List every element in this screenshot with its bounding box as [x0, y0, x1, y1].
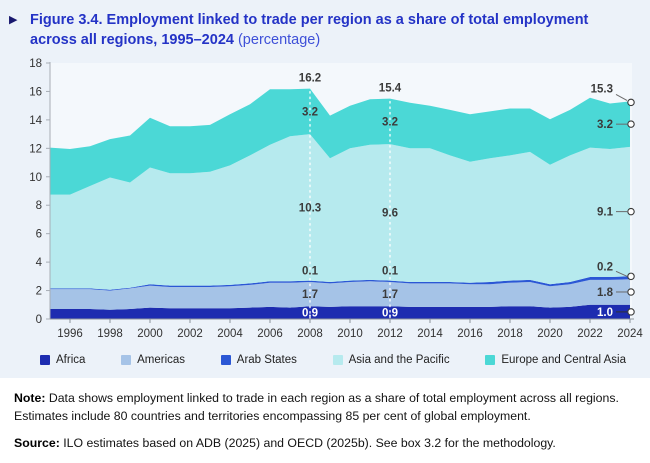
annotation-label: 3.2 — [302, 106, 318, 118]
x-tick-label: 2000 — [137, 328, 163, 340]
stacked-area-chart: 0 2 4 6 8 10 12 14 16 18 1996 1998 2000 2002 2004 2006 2… — [29, 58, 643, 340]
area-europe-and-central-asia — [50, 88, 630, 195]
legend-item-europe-and-central-asia: Europe and Central Asia — [485, 354, 626, 366]
y-tick-label: 16 — [29, 87, 42, 99]
annotation-label: 0.9 — [382, 308, 398, 320]
figure-marker-icon: ▶ — [9, 14, 18, 26]
annotation-label: 1.7 — [382, 289, 398, 301]
annotation-label: 9.1 — [597, 207, 614, 219]
y-tick-label: 8 — [36, 200, 42, 212]
x-tick-label: 2016 — [457, 328, 483, 340]
y-tick-label: 2 — [36, 286, 42, 298]
x-tick-label: 1998 — [97, 328, 123, 340]
annotation-label: 0.2 — [597, 261, 613, 273]
legend-item-arab-states: Arab States — [220, 354, 297, 367]
y-tick-label: 0 — [36, 314, 42, 326]
notes-section: Note: Data shows employment linked to tr… — [0, 378, 650, 453]
end-marker-circle — [627, 98, 635, 107]
legend-label: Asia and the Pacific — [348, 354, 450, 367]
legend-swatch — [332, 355, 343, 366]
x-tick-label: 2020 — [537, 328, 563, 340]
x-tick-label: 2006 — [257, 328, 283, 340]
annotation-label: 1.0 — [597, 307, 613, 319]
annotation-label: 15.3 — [591, 84, 613, 96]
legend-swatch — [121, 355, 132, 366]
annotation-label: 0.1 — [302, 266, 319, 278]
x-tick-label: 2014 — [417, 328, 443, 340]
source-label: Source: — [14, 435, 60, 450]
annotation-label: 10.3 — [299, 202, 321, 214]
x-tick-label: 2012 — [377, 328, 403, 340]
x-tick-label: 1996 — [57, 328, 83, 340]
figure-title: Figure 3.4. Employment linked to trade p… — [30, 11, 634, 50]
end-marker-circle — [627, 272, 635, 281]
end-marker-circle — [627, 120, 635, 129]
annotation-label: 3.2 — [382, 116, 398, 128]
x-tick-label: 2004 — [217, 328, 243, 340]
end-marker-circle — [627, 288, 635, 296]
figure-title-main: Figure 3.4. Employment linked to trade p… — [30, 12, 589, 48]
legend-swatch — [40, 355, 50, 366]
y-tick-label: 12 — [29, 143, 42, 155]
legend-item-africa: Africa — [40, 354, 85, 366]
area-americas — [50, 279, 630, 310]
annotation-label: 15.4 — [379, 83, 402, 95]
legend-item-asia-and-the-pacific: Asia and the Pacific — [332, 354, 450, 367]
y-tick-label: 18 — [29, 58, 42, 70]
y-tick-label: 14 — [29, 115, 42, 127]
legend-swatch — [485, 355, 496, 366]
legend-label: Europe and Central Asia — [501, 354, 626, 367]
end-marker-circle — [627, 207, 635, 216]
y-tick-label: 6 — [36, 229, 42, 241]
figure-header: ▶ Figure 3.4. Employment linked to trade… — [0, 0, 650, 52]
note-text: Note: Data shows employment linked to tr… — [14, 391, 619, 423]
y-tick-label: 10 — [29, 172, 42, 184]
annotation-label: 16.2 — [299, 73, 321, 85]
x-tick-label: 2002 — [177, 328, 203, 340]
leader-line — [615, 271, 628, 277]
annotation-label: 9.6 — [382, 207, 398, 219]
chart-legend: Africa Americas Arab States Asia and the Pa… — [0, 352, 650, 378]
legend-item-americas: Americas — [121, 354, 185, 366]
area-asia-and-the-pacific — [50, 134, 630, 290]
end-marker-circle — [627, 308, 635, 316]
figure-panel: ▶ Figure 3.4. Employment linked to trade… — [0, 0, 650, 379]
note-label: Note: — [14, 391, 46, 406]
x-tick-label: 2024 — [617, 328, 643, 340]
source-text: Source: ILO estimates based on ADB (2025… — [14, 435, 556, 450]
annotation-label: 0.1 — [382, 266, 399, 278]
annotation-label: 3.2 — [597, 119, 613, 131]
annotation-label: 1.8 — [597, 287, 614, 299]
x-tick-label: 2008 — [297, 328, 323, 340]
leader-line — [615, 94, 628, 101]
y-tick-label: 4 — [36, 257, 43, 269]
x-tick-label: 2022 — [577, 328, 603, 340]
area-africa — [50, 304, 630, 320]
legend-label: Africa — [56, 354, 86, 367]
annotation-label: 0.9 — [302, 308, 318, 320]
legend-label: Arab States — [236, 354, 297, 367]
figure-title-unit: (percentage) — [233, 31, 321, 48]
x-tick-label: 2010 — [337, 328, 363, 340]
x-tick-label: 2018 — [497, 328, 523, 340]
legend-swatch — [220, 355, 231, 366]
legend-label: Americas — [137, 354, 186, 367]
annotation-label: 1.7 — [302, 289, 318, 301]
